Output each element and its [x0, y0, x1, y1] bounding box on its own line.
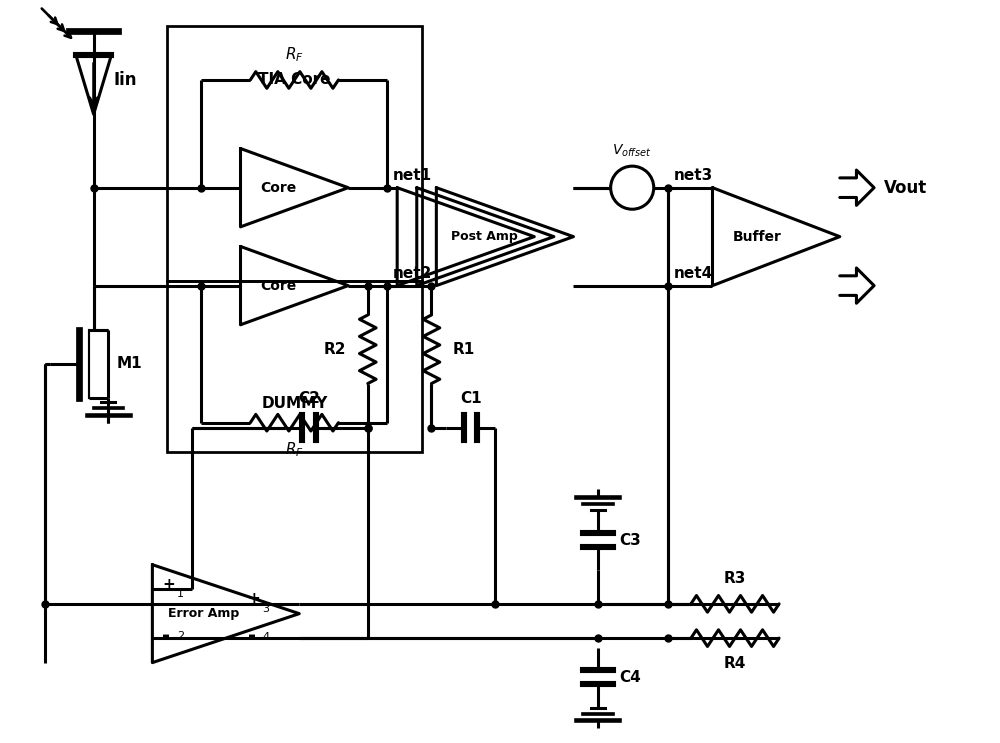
Text: C2: C2: [298, 391, 320, 406]
Bar: [167, 26, 422, 281]
Text: net3: net3: [673, 168, 713, 183]
Text: 3: 3: [263, 604, 270, 614]
Text: DUMMY: DUMMY: [261, 395, 328, 411]
Text: 4: 4: [263, 632, 270, 642]
Text: 2: 2: [177, 631, 184, 641]
Bar: [167, 281, 422, 452]
Text: Iin: Iin: [113, 71, 137, 89]
Text: Vout: Vout: [884, 178, 927, 197]
Text: Core: Core: [260, 279, 296, 293]
Text: -: -: [162, 626, 170, 645]
Text: M1: M1: [116, 357, 142, 372]
Text: C3: C3: [619, 533, 641, 548]
Text: $R_F$: $R_F$: [285, 441, 304, 459]
Text: TIA Core: TIA Core: [258, 73, 331, 88]
Text: $R_F$: $R_F$: [285, 45, 304, 65]
Text: net4: net4: [673, 266, 713, 281]
Text: Core: Core: [260, 181, 296, 195]
Text: net2: net2: [392, 266, 432, 281]
Text: R2: R2: [324, 342, 346, 357]
Text: 1: 1: [177, 589, 184, 599]
Text: C4: C4: [619, 669, 641, 685]
Text: Post Amp: Post Amp: [451, 230, 518, 243]
Text: -: -: [248, 626, 256, 645]
Text: $V_{offset}$: $V_{offset}$: [612, 143, 652, 159]
Text: R1: R1: [453, 342, 475, 357]
Text: +: +: [248, 591, 261, 606]
Text: +: +: [162, 577, 175, 591]
Text: net1: net1: [392, 168, 431, 183]
Text: Error Amp: Error Amp: [168, 607, 239, 620]
Text: R3: R3: [724, 571, 746, 586]
Text: C1: C1: [460, 391, 481, 406]
Text: Buffer: Buffer: [733, 230, 781, 244]
Text: R4: R4: [724, 656, 746, 671]
